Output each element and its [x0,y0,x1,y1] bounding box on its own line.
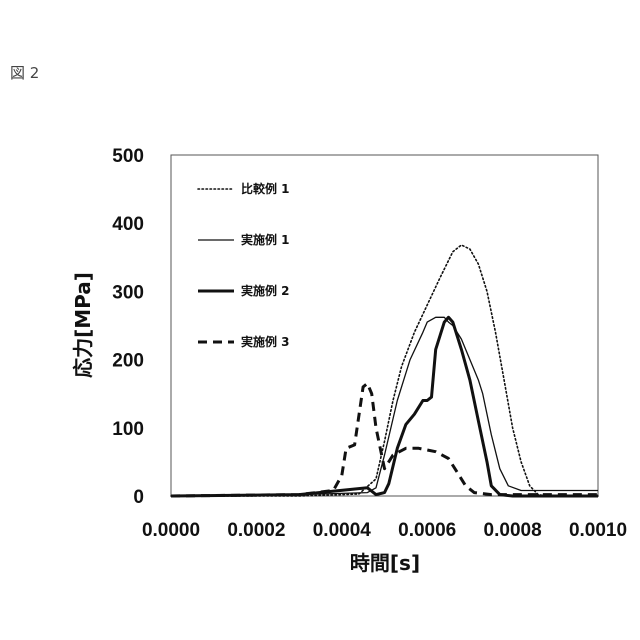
x-axis-title: 時間[s] [350,551,420,575]
x-tick-label: 0.0004 [313,520,372,541]
y-axis-title: 応力[MPa] [71,272,95,378]
y-tick-label: 100 [112,419,144,440]
y-tick-label: 200 [112,351,144,372]
series-line-1 [171,245,598,496]
legend-label: 実施例 3 [241,334,290,349]
legend-label: 実施例 2 [241,283,290,298]
series-layer [171,245,598,496]
legend: 比較例 1 実施例 1 実施例 2 実施例 3 [198,181,290,349]
x-tick-label: 0.0008 [484,520,542,541]
x-axis-ticks: 0.0000 0.0002 0.0004 0.0006 0.0008 0.0010 [142,520,627,541]
series-line-4 [171,384,598,497]
x-tick-label: 0.0010 [569,520,627,541]
y-axis-ticks: 0 100 200 300 400 500 [112,146,144,508]
x-tick-label: 0.0006 [398,520,456,541]
y-tick-label: 500 [112,146,144,167]
plot-area-frame [171,155,598,496]
y-tick-label: 0 [133,487,144,508]
x-tick-label: 0.0000 [142,520,200,541]
y-tick-label: 400 [112,214,144,235]
y-tick-label: 300 [112,282,144,303]
legend-label: 比較例 1 [241,181,290,196]
legend-label: 実施例 1 [241,232,290,247]
x-tick-label: 0.0002 [227,520,285,541]
